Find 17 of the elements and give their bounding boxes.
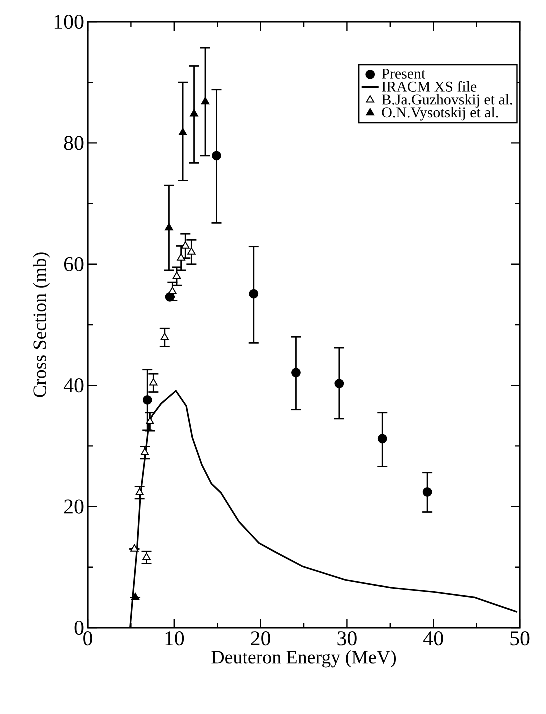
x-tick-label: 30 (338, 632, 357, 646)
x-axis-title: Deuteron Energy (MeV) (212, 650, 396, 668)
y-tick-label: 80 (64, 136, 84, 150)
legend-label: B.Ja.Guzhovskij et al. (382, 94, 512, 108)
y-tick-label: 100 (54, 14, 84, 30)
y-tick-label: 60 (64, 257, 84, 272)
y-axis-title: Cross Section (mb) (33, 252, 50, 398)
legend-label: IRACM XS file (382, 81, 477, 92)
x-tick-label: 10 (166, 632, 184, 646)
y-tick-label: 40 (64, 378, 84, 393)
legend-label: Present (382, 69, 426, 79)
y-tick-label: 0 (74, 620, 84, 636)
x-tick-label: 50 (510, 632, 530, 646)
x-tick-label: 40 (424, 632, 444, 646)
y-tick-label: 20 (64, 500, 84, 514)
legend-label: O.N.Vysotskij et al. (382, 107, 498, 121)
x-tick-label: 20 (251, 632, 270, 646)
